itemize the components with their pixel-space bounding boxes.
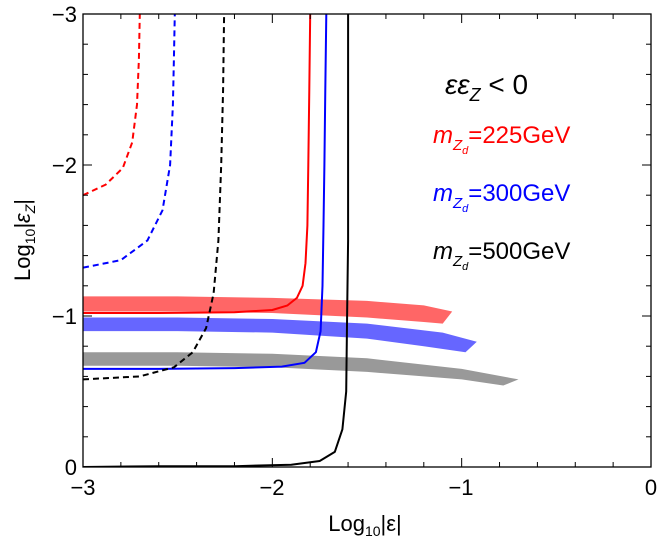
solid-curve-3	[83, 14, 348, 467]
solid-curve-2	[83, 14, 326, 369]
y-axis-label: Log10|εZ|	[10, 199, 38, 281]
condition-rest: < 0	[481, 69, 528, 100]
dashed-curve-5	[83, 14, 175, 268]
y-tick-label: −2	[52, 153, 77, 178]
x-tick-label: 0	[645, 475, 657, 500]
dashed-curve-4	[83, 14, 140, 195]
x-axis-label-arg: |ε|	[381, 511, 402, 536]
x-tick-labels: −3 −2 −1 0	[70, 475, 657, 500]
x-axis-label-sub: 10	[365, 523, 381, 539]
legend-entry: mZd=225GeV	[433, 122, 570, 157]
x-tick-label: −2	[259, 475, 284, 500]
condition-eps: εε	[445, 69, 470, 100]
y-axis-label-log: Log	[10, 244, 35, 281]
x-axis-label: Log10|ε|	[328, 511, 402, 539]
x-axis-label-log: Log	[328, 511, 365, 536]
legend-value: =500GeV	[468, 238, 570, 265]
y-tick-labels: 0 −1 −2 −3	[52, 2, 77, 480]
solid-curve-1	[83, 14, 310, 313]
legend-m: m	[433, 122, 453, 149]
x-tick-label: −1	[448, 475, 473, 500]
y-tick-label: −1	[52, 304, 77, 329]
exclusion-curves	[83, 14, 348, 467]
legend-entry: mZd=300GeV	[433, 180, 570, 215]
legend-value: =225GeV	[468, 122, 570, 149]
y-axis-label-arg: |ε	[10, 213, 35, 229]
legend-entry: mZd=500GeV	[433, 238, 570, 273]
legend-m: m	[433, 238, 453, 265]
condition-label: εεZ < 0	[445, 69, 528, 105]
y-axis-label-sub: 10	[22, 228, 38, 244]
legend-m: m	[433, 180, 453, 207]
y-axis-label-close: |	[10, 199, 35, 205]
legend: mZd=225GeV mZd=300GeV mZd=500GeV	[433, 122, 570, 273]
y-tick-label: 0	[65, 455, 77, 480]
allowed-band-2	[83, 318, 477, 353]
legend-value: =300GeV	[468, 180, 570, 207]
y-tick-label: −3	[52, 2, 77, 27]
allowed-bands	[83, 296, 519, 385]
y-axis-label-arg-sub: Z	[22, 204, 38, 214]
